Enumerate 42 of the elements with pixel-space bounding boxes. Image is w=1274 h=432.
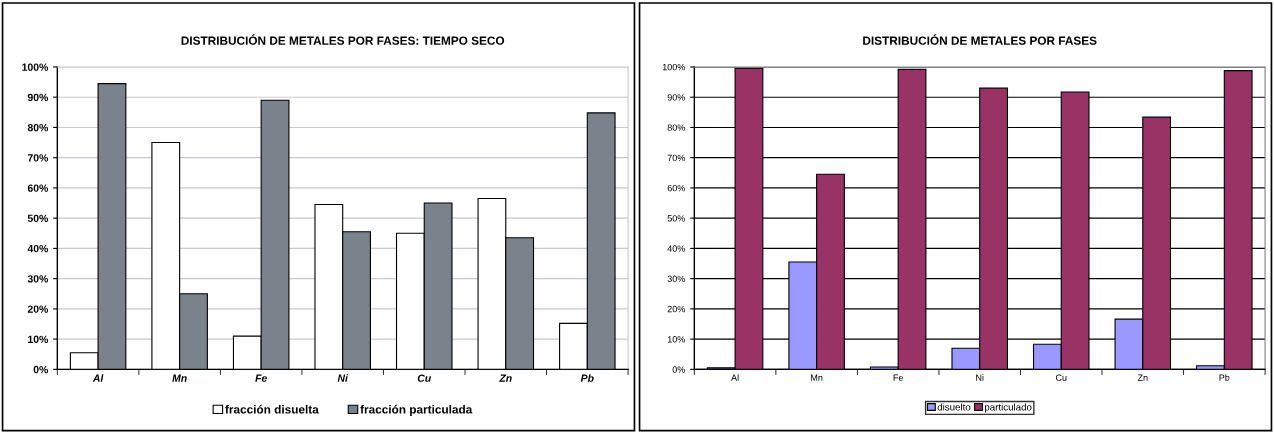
- chart-title: DISTRIBUCIÓN DE METALES POR FASES: TIEMPO SECO: [181, 34, 505, 45]
- y-tick-label: 10%: [28, 335, 49, 343]
- y-tick-label: 60%: [667, 184, 685, 192]
- y-tick-label: 10%: [667, 336, 685, 343]
- y-tick-label: 70%: [27, 154, 49, 162]
- x-tick-label: Cu: [417, 374, 431, 382]
- y-tick-label: 50%: [667, 215, 685, 222]
- x-tick-label: Fe: [255, 374, 267, 382]
- x-tick-label: Cu: [1055, 374, 1067, 381]
- y-tick-label: 100%: [662, 63, 685, 71]
- y-tick-label: 90%: [27, 93, 49, 102]
- x-tick-label: Zn: [499, 374, 512, 382]
- x-tick-label: Fe: [893, 374, 904, 381]
- y-tick-label: 90%: [667, 94, 685, 101]
- legend-label: disuelto: [937, 403, 971, 411]
- x-tick-label: Mn: [172, 374, 187, 382]
- y-tick-label: 30%: [667, 275, 685, 282]
- x-tick-label: Ni: [976, 374, 984, 381]
- x-tick-label: Al: [731, 374, 739, 381]
- y-tick-label: 50%: [27, 214, 49, 223]
- y-tick-label: 40%: [27, 244, 49, 253]
- y-tick-label: 100%: [22, 63, 49, 71]
- x-tick-label: Al: [92, 374, 104, 382]
- x-tick-label: Pb: [580, 374, 594, 382]
- legend-label: fracción disuelta: [225, 404, 319, 414]
- y-tick-label: 0%: [33, 365, 49, 374]
- chart-title: DISTRIBUCIÓN DE METALES POR FASES: [863, 34, 1097, 45]
- x-tick-label: Mn: [811, 374, 823, 381]
- y-tick-label: 0%: [672, 366, 685, 373]
- y-tick-label: 40%: [667, 245, 685, 252]
- y-tick-label: 80%: [667, 124, 685, 131]
- y-tick-label: 70%: [667, 154, 685, 162]
- y-tick-label: 20%: [667, 305, 685, 313]
- y-tick-label: 60%: [27, 184, 49, 192]
- y-tick-label: 20%: [27, 305, 49, 313]
- legend-label: fracción particulada: [360, 404, 473, 416]
- x-tick-label: Zn: [1137, 374, 1148, 381]
- y-tick-label: 30%: [27, 275, 49, 283]
- legend-label: particulado: [984, 403, 1032, 413]
- y-tick-label: 80%: [27, 123, 49, 132]
- x-tick-label: Ni: [337, 374, 349, 382]
- x-tick-label: Pb: [1219, 374, 1230, 381]
